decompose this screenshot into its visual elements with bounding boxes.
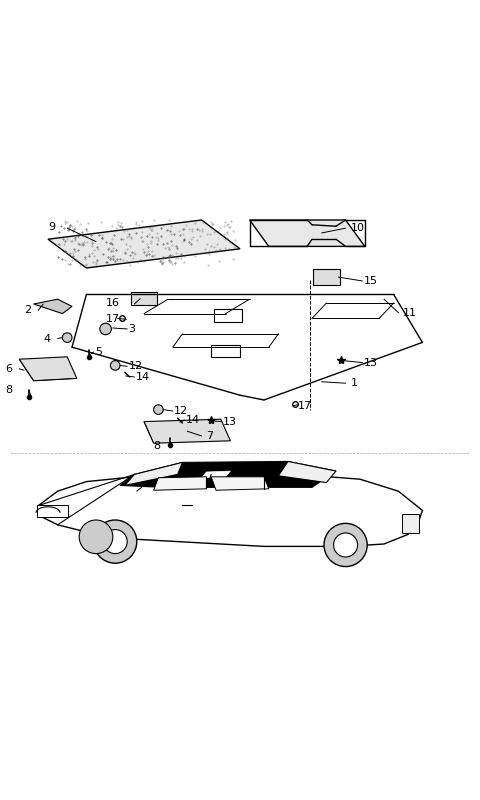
Polygon shape bbox=[19, 357, 77, 381]
Polygon shape bbox=[38, 474, 422, 546]
Text: 11: 11 bbox=[403, 308, 417, 318]
Polygon shape bbox=[120, 462, 336, 487]
Polygon shape bbox=[202, 471, 230, 478]
Circle shape bbox=[103, 530, 127, 554]
Circle shape bbox=[62, 333, 72, 342]
Text: 1: 1 bbox=[350, 378, 358, 388]
Circle shape bbox=[110, 361, 120, 370]
FancyBboxPatch shape bbox=[211, 345, 240, 357]
FancyBboxPatch shape bbox=[402, 514, 419, 533]
Polygon shape bbox=[144, 419, 230, 443]
Polygon shape bbox=[211, 477, 269, 490]
Polygon shape bbox=[250, 220, 365, 246]
Text: 4: 4 bbox=[43, 334, 50, 343]
Circle shape bbox=[334, 533, 358, 557]
Text: 8: 8 bbox=[5, 386, 12, 395]
Polygon shape bbox=[125, 462, 182, 486]
Circle shape bbox=[100, 323, 111, 334]
Circle shape bbox=[324, 523, 367, 566]
Text: 14: 14 bbox=[186, 415, 200, 425]
FancyBboxPatch shape bbox=[37, 505, 68, 517]
Text: 15: 15 bbox=[364, 276, 378, 286]
Text: 14: 14 bbox=[136, 372, 150, 382]
Text: 13: 13 bbox=[364, 358, 378, 367]
FancyBboxPatch shape bbox=[131, 293, 157, 305]
Text: 9: 9 bbox=[48, 222, 55, 232]
FancyBboxPatch shape bbox=[313, 269, 340, 286]
Text: 7: 7 bbox=[206, 431, 214, 441]
Text: 17: 17 bbox=[106, 314, 120, 324]
Text: 13: 13 bbox=[223, 417, 237, 426]
Circle shape bbox=[79, 520, 113, 554]
Text: 5: 5 bbox=[95, 347, 102, 357]
Polygon shape bbox=[34, 299, 72, 314]
Text: 16: 16 bbox=[106, 298, 120, 307]
Text: 12: 12 bbox=[174, 406, 188, 416]
Text: 2: 2 bbox=[24, 305, 31, 314]
Text: 8: 8 bbox=[154, 441, 161, 450]
Circle shape bbox=[94, 520, 137, 563]
Text: 12: 12 bbox=[129, 362, 143, 371]
Text: 6: 6 bbox=[5, 364, 12, 374]
Polygon shape bbox=[278, 462, 336, 482]
Text: 10: 10 bbox=[350, 223, 364, 233]
Polygon shape bbox=[154, 477, 206, 490]
Text: 17: 17 bbox=[298, 401, 312, 410]
Circle shape bbox=[154, 405, 163, 414]
Polygon shape bbox=[48, 220, 240, 268]
Text: 3: 3 bbox=[129, 324, 136, 334]
FancyBboxPatch shape bbox=[214, 309, 242, 322]
